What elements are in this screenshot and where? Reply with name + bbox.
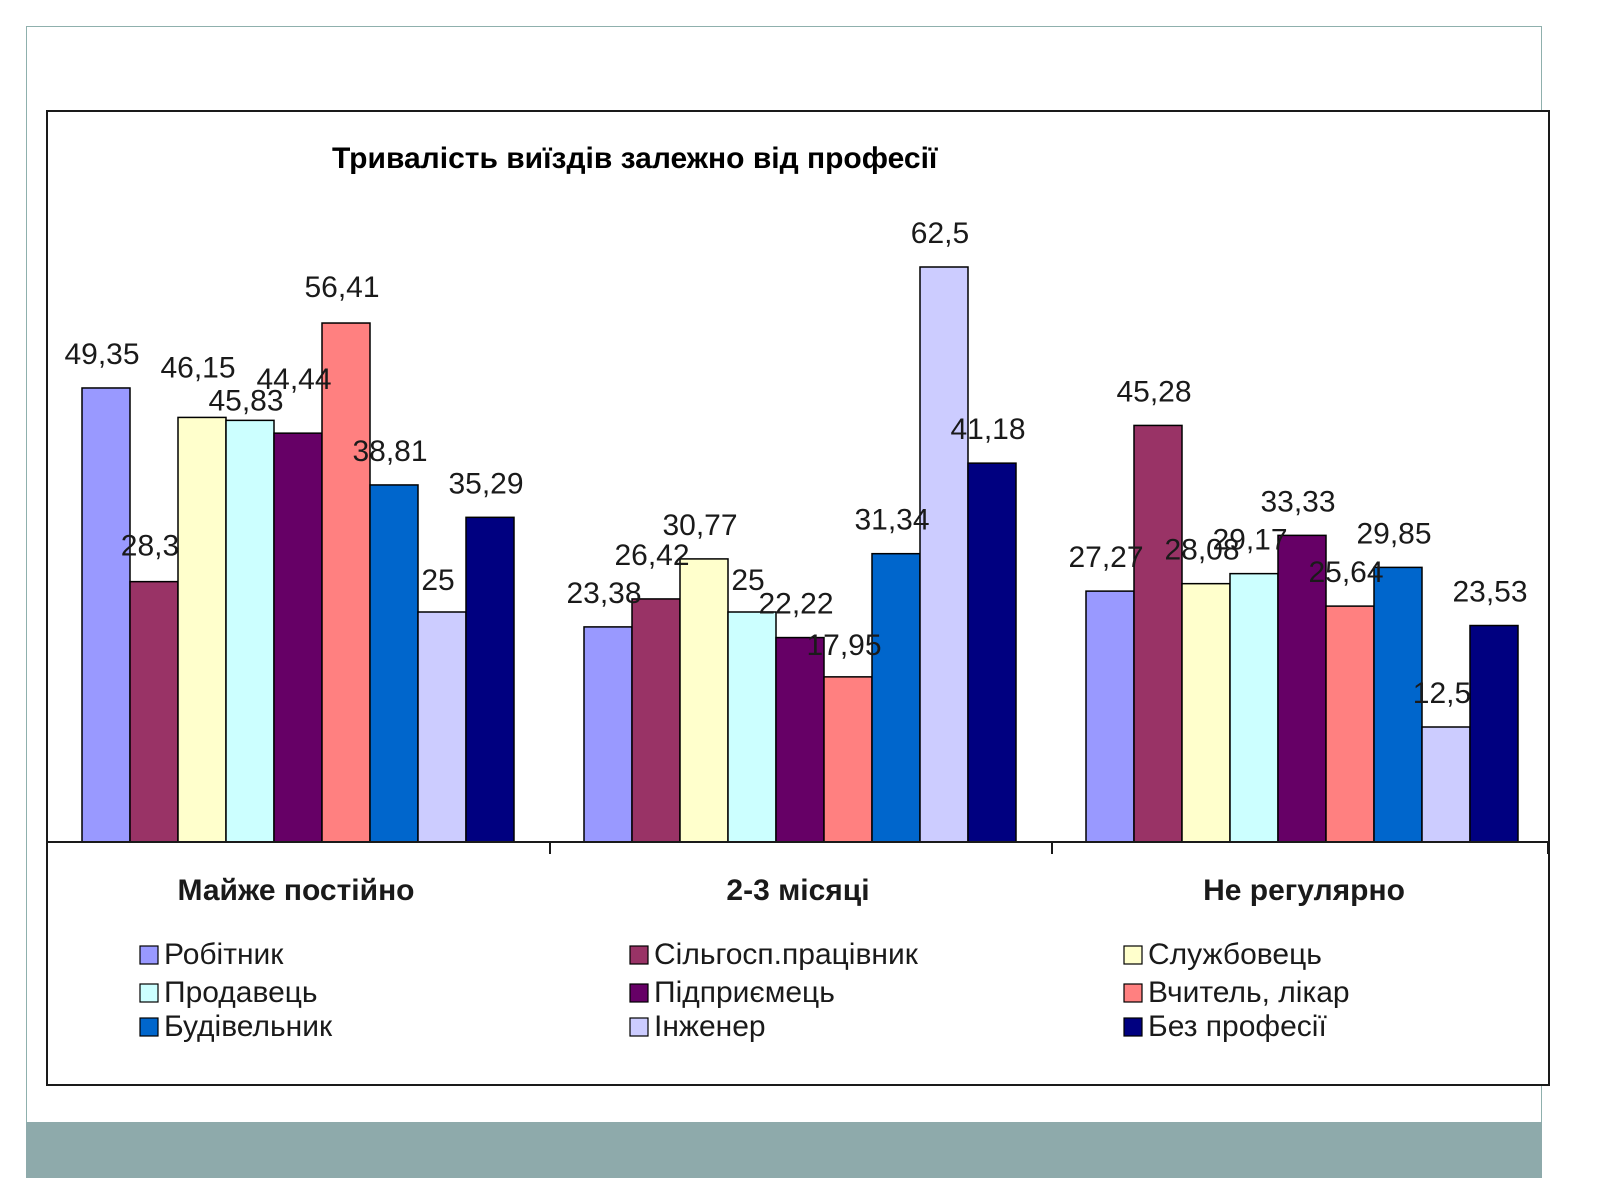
data-labels-layer: 49,35 23,38 27,27 28,3 26,42 45,28 46,15 30,77 2… — [64, 217, 1527, 710]
bar-5-cat-3 — [1277, 534, 1327, 843]
bar-6-cat-3 — [1325, 605, 1375, 843]
data-label: 12,5 — [1413, 677, 1471, 710]
data-label: 17,95 — [806, 629, 881, 662]
bar-3-cat-2 — [679, 558, 729, 843]
x-tick-label: Майже постійно — [177, 874, 414, 907]
bar-4-cat-3 — [1229, 572, 1279, 843]
legend-label: Підприємець — [654, 976, 835, 1009]
data-label: 31,34 — [854, 504, 929, 537]
bar-9-cat-2 — [967, 462, 1017, 843]
legend-label: Службовець — [1148, 938, 1322, 971]
data-label: 49,35 — [64, 338, 139, 371]
data-label: 29,17 — [1212, 524, 1287, 557]
data-label: 25 — [421, 564, 454, 597]
data-label: 56,41 — [304, 271, 379, 304]
data-label: 41,18 — [950, 413, 1025, 446]
legend: Робітник Сільгосп.працівник Службовець Прод… — [139, 938, 1350, 1043]
chart-container: Тривалість виїздів залежно від професії … — [46, 110, 1550, 1086]
bar-4-cat-2 — [727, 611, 777, 843]
data-label: 29,85 — [1356, 517, 1431, 550]
data-label: 46,15 — [160, 351, 235, 384]
legend-label: Вчитель, лікар — [1148, 976, 1350, 1009]
bar-1-cat-2 — [583, 626, 633, 843]
legend-swatch — [629, 945, 649, 965]
legend-swatch — [139, 983, 159, 1003]
bar-7-cat-3 — [1373, 566, 1423, 843]
bar-9-cat-3 — [1469, 624, 1519, 843]
legend-label: Продавець — [164, 976, 318, 1009]
data-label: 22,22 — [758, 588, 833, 621]
bar-5-cat-1 — [273, 432, 323, 843]
legend-label: Інженер — [654, 1010, 766, 1043]
legend-swatch — [629, 1017, 649, 1037]
legend-label: Робітник — [164, 938, 284, 971]
bar-8-cat-3 — [1421, 726, 1471, 843]
data-label: 28,3 — [121, 530, 179, 563]
bar-7-cat-1 — [369, 484, 419, 843]
bar-6-cat-1 — [321, 322, 371, 843]
bar-6-cat-2 — [823, 676, 873, 843]
data-label: 35,29 — [448, 467, 523, 500]
data-label: 30,77 — [662, 509, 737, 542]
data-label: 45,83 — [208, 384, 283, 417]
legend-label: Без професії — [1148, 1010, 1327, 1043]
chart-svg: Тривалість виїздів залежно від професії … — [48, 142, 1548, 1043]
x-tick-label: 2-3 місяці — [726, 874, 869, 907]
bar-4-cat-1 — [225, 419, 275, 843]
x-axis: Майже постійно 2-3 місяці Не регулярно — [48, 841, 1548, 907]
bars-layer — [81, 266, 1519, 843]
legend-label: Будівельник — [164, 1010, 333, 1043]
legend-label: Сільгосп.працівник — [654, 938, 919, 971]
data-label: 33,33 — [1260, 485, 1335, 518]
bar-8-cat-2 — [919, 266, 969, 843]
bar-2-cat-2 — [631, 598, 681, 843]
bar-1-cat-3 — [1085, 590, 1135, 843]
legend-swatch — [629, 983, 649, 1003]
data-label: 45,28 — [1116, 375, 1191, 408]
legend-swatch — [1123, 945, 1143, 965]
chart-title: Тривалість виїздів залежно від професії — [332, 142, 938, 175]
bar-5-cat-2 — [775, 636, 825, 843]
bar-3-cat-1 — [177, 416, 227, 843]
bar-2-cat-1 — [129, 580, 179, 843]
data-label: 44,44 — [256, 363, 331, 396]
bar-3-cat-3 — [1181, 582, 1231, 843]
data-label: 38,81 — [352, 435, 427, 468]
legend-swatch — [1123, 1017, 1143, 1037]
slide-bottom-band — [26, 1122, 1542, 1178]
data-label: 25,64 — [1308, 556, 1383, 589]
x-tick-label: Не регулярно — [1203, 874, 1405, 907]
bar-7-cat-2 — [871, 552, 921, 843]
legend-swatch — [139, 945, 159, 965]
data-label: 23,53 — [1452, 576, 1527, 609]
legend-swatch — [1123, 983, 1143, 1003]
bar-2-cat-3 — [1133, 424, 1183, 843]
data-label: 25 — [731, 564, 764, 597]
legend-swatch — [139, 1017, 159, 1037]
data-label: 27,27 — [1068, 541, 1143, 574]
data-label: 62,5 — [911, 217, 969, 250]
data-label: 28,08 — [1164, 534, 1239, 567]
data-label: 26,42 — [614, 539, 689, 572]
bar-8-cat-1 — [417, 611, 467, 843]
bar-1-cat-1 — [81, 387, 131, 843]
data-label: 23,38 — [566, 577, 641, 610]
bar-9-cat-1 — [465, 516, 515, 843]
